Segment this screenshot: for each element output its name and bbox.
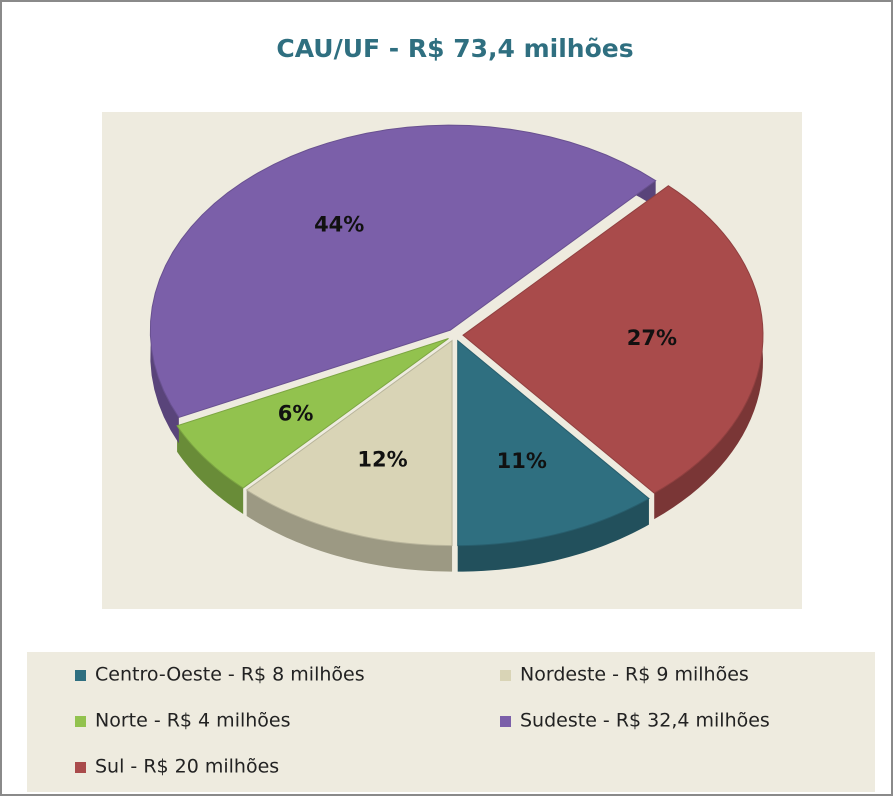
legend-label: Sudeste - R$ 32,4 milhões — [520, 710, 770, 732]
pie: 11% 12% 6% 44% 27% — [149, 124, 764, 572]
legend-label: Sul - R$ 20 milhões — [95, 756, 279, 778]
legend-label: Norte - R$ 4 milhões — [95, 710, 291, 732]
slice — [457, 339, 650, 547]
slice — [149, 124, 657, 419]
slice — [245, 339, 453, 547]
legend-swatch — [75, 762, 86, 773]
slice — [176, 338, 449, 489]
slice — [462, 185, 764, 494]
legend-swatch — [75, 670, 86, 681]
data-label: 27% — [627, 326, 677, 350]
legend-area — [27, 652, 875, 792]
data-label: 11% — [497, 449, 547, 473]
legend: Centro-Oeste - R$ 8 milhões Nordeste - R$… — [75, 664, 770, 778]
data-label: 44% — [314, 213, 364, 237]
legend-swatch — [500, 670, 511, 681]
legend-label: Centro-Oeste - R$ 8 milhões — [95, 664, 365, 686]
legend-swatch — [75, 716, 86, 727]
legend-label: Nordeste - R$ 9 milhões — [520, 664, 749, 686]
chart-title: CAU/UF - R$ 73,4 milhões — [276, 34, 633, 63]
data-label: 6% — [278, 401, 314, 425]
legend-swatch — [500, 716, 511, 727]
data-label: 12% — [357, 448, 407, 472]
slice-side — [246, 490, 453, 572]
slice-side — [177, 425, 244, 514]
